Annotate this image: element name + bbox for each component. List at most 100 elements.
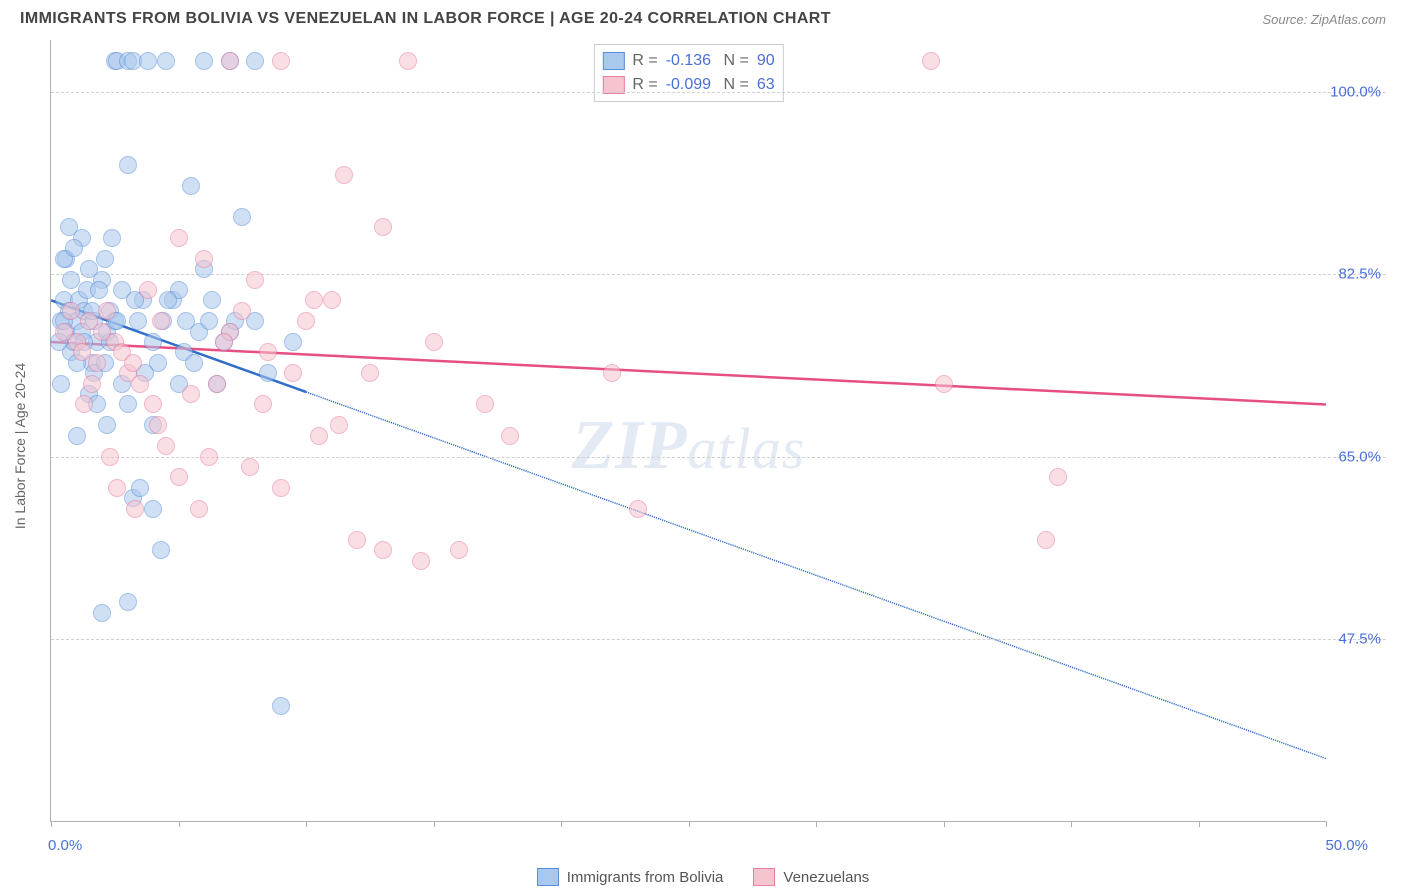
scatter-point [476,395,494,413]
scatter-point [170,281,188,299]
scatter-point [284,333,302,351]
x-tick [1199,821,1200,827]
scatter-point [272,479,290,497]
x-tick [1326,821,1327,827]
scatter-point [195,52,213,70]
scatter-point [246,52,264,70]
scatter-point [108,479,126,497]
scatter-point [101,333,119,351]
scatter-point [55,323,73,341]
scatter-point [152,312,170,330]
scatter-point [450,541,468,559]
scatter-point [144,333,162,351]
y-tick-label: 82.5% [1338,266,1381,283]
gridline [51,92,1386,93]
scatter-point [70,291,88,309]
scatter-point [73,343,91,361]
scatter-point [157,437,175,455]
scatter-point [246,271,264,289]
scatter-point [200,312,218,330]
scatter-point [195,250,213,268]
x-tick [306,821,307,827]
scatter-point [119,593,137,611]
x-tick [561,821,562,827]
scatter-point [144,416,162,434]
scatter-point [88,395,106,413]
scatter-point [221,52,239,70]
scatter-point [55,291,73,309]
scatter-point [170,468,188,486]
scatter-point [113,343,131,361]
scatter-point [50,333,68,351]
y-axis-label: In Labor Force | Age 20-24 [12,363,28,529]
scatter-point [119,156,137,174]
scatter-point [190,500,208,518]
scatter-point [272,697,290,715]
scatter-point [57,250,75,268]
legend-label: Immigrants from Bolivia [567,869,724,886]
scatter-point [103,229,121,247]
scatter-point [221,323,239,341]
scatter-point [134,291,152,309]
scatter-point [83,302,101,320]
scatter-point [501,427,519,445]
scatter-point [233,302,251,320]
scatter-point [88,354,106,372]
scatter-point [136,364,154,382]
scatter-point [101,302,119,320]
scatter-point [241,458,259,476]
x-tick [944,821,945,827]
scatter-point [75,333,93,351]
y-tick-label: 65.0% [1338,448,1381,465]
scatter-point [126,291,144,309]
scatter-point [126,500,144,518]
scatter-point [55,312,73,330]
scatter-point [83,354,101,372]
scatter-point [149,354,167,372]
scatter-point [935,375,953,393]
scatter-point [154,312,172,330]
scatter-point [412,552,430,570]
scatter-point [144,500,162,518]
scatter-point [139,52,157,70]
scatter-point [73,323,91,341]
scatter-point [170,375,188,393]
scatter-point [226,312,244,330]
scatter-point [129,312,147,330]
scatter-point [80,312,98,330]
scatter-point [108,52,126,70]
scatter-point [1037,531,1055,549]
scatter-point [164,291,182,309]
scatter-point [149,416,167,434]
scatter-point [208,375,226,393]
scatter-point [233,208,251,226]
legend-row-blue: R = -0.136 N = 90 [602,49,774,73]
scatter-point [96,354,114,372]
gridline [51,639,1386,640]
plot-area: ZIPatlas R = -0.136 N = 90 R = -0.099 N … [50,40,1326,822]
scatter-point [75,395,93,413]
scatter-point [361,364,379,382]
scatter-point [62,343,80,361]
scatter-point [139,281,157,299]
x-tick [434,821,435,827]
scatter-point [425,333,443,351]
scatter-point [98,302,116,320]
scatter-point [215,333,233,351]
legend-row-pink: R = -0.099 N = 63 [602,73,774,97]
scatter-point [335,166,353,184]
x-tick [179,821,180,827]
scatter-point [190,323,208,341]
scatter-point [119,364,137,382]
chart-container: In Labor Force | Age 20-24 ZIPatlas R = … [20,40,1386,852]
scatter-point [348,531,366,549]
scatter-point [124,52,142,70]
scatter-point [98,323,116,341]
scatter-point [182,177,200,195]
scatter-point [297,312,315,330]
scatter-point [330,416,348,434]
scatter-point [399,52,417,70]
scatter-point [177,312,195,330]
scatter-point [88,333,106,351]
x-min-label: 0.0% [48,837,82,854]
